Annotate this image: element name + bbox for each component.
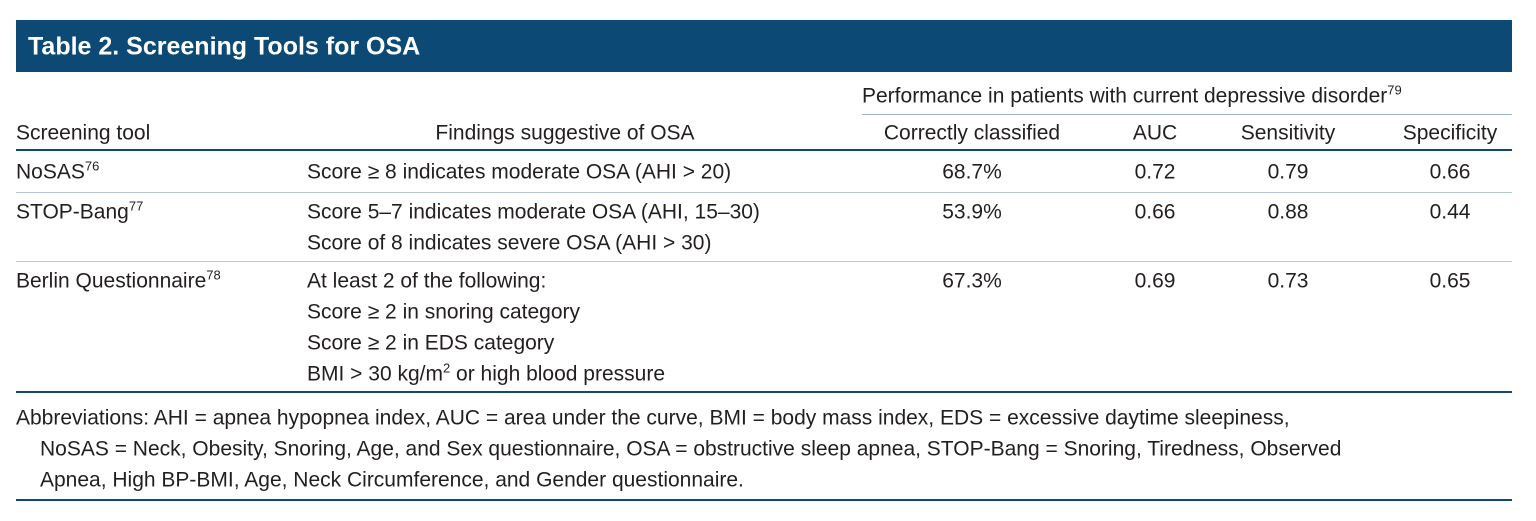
- footnote-rule: [16, 499, 1512, 501]
- tool-name: Berlin Questionnaire78: [16, 267, 221, 293]
- finding: Score 5–7 indicates moderate OSA (AHI, 1…: [307, 200, 760, 224]
- tool-name: STOP-Bang77: [16, 198, 144, 224]
- tool-name-sup: 77: [128, 198, 144, 214]
- header-rule: [16, 149, 1512, 151]
- metric-value: 0.66: [1134, 200, 1176, 224]
- group-header: Performance in patients with current dep…: [862, 82, 1402, 108]
- group-header-text: Performance in patients with current dep…: [862, 84, 1388, 108]
- metric-value: 0.88: [1267, 200, 1309, 224]
- metric-value: 0.65: [1429, 269, 1471, 293]
- finding: Score ≥ 8 indicates moderate OSA (AHI > …: [307, 160, 732, 184]
- finding: Score of 8 indicates severe OSA (AHI > 3…: [307, 231, 712, 255]
- finding: Score ≥ 2 in snoring category: [307, 300, 580, 324]
- group-header-sup: 79: [1387, 82, 1402, 98]
- column-header: Specificity: [1402, 121, 1498, 145]
- metric-value: 0.69: [1134, 269, 1176, 293]
- metric-value: 0.44: [1429, 200, 1471, 224]
- column-header: Findings suggestive of OSA: [435, 121, 695, 145]
- finding-sup: 2: [442, 360, 451, 376]
- metric-value: 68.7%: [942, 160, 1002, 184]
- group-rule: [862, 114, 1512, 115]
- tool-name-text: STOP-Bang: [16, 200, 129, 224]
- footnote-line: Abbreviations: AHI = apnea hypopnea inde…: [16, 406, 1290, 430]
- table-bottom-rule: [16, 391, 1512, 393]
- footnote-line: NoSAS = Neck, Obesity, Snoring, Age, and…: [40, 437, 1342, 461]
- title-bar: [16, 20, 1512, 72]
- metric-value: 53.9%: [942, 200, 1002, 224]
- column-header: Screening tool: [16, 121, 151, 145]
- finding: Score ≥ 2 in EDS category: [307, 331, 555, 355]
- metric-value: 67.3%: [942, 269, 1002, 293]
- row-rule: [16, 261, 1512, 262]
- metric-value: 0.79: [1267, 160, 1309, 184]
- finding-text: BMI > 30 kg/m: [307, 362, 443, 386]
- column-header: Correctly classified: [883, 121, 1061, 145]
- tool-name-sup: 76: [84, 158, 100, 174]
- row-rule: [16, 192, 1512, 193]
- tool-name-text: NoSAS: [16, 160, 85, 184]
- table-title: Table 2. Screening Tools for OSA: [28, 32, 421, 61]
- finding: BMI > 30 kg/m2 or high blood pressure: [307, 360, 666, 386]
- finding: At least 2 of the following:: [307, 269, 547, 293]
- metric-value: 0.66: [1429, 160, 1471, 184]
- footnote-line: Apnea, High BP-BMI, Age, Neck Circumfere…: [40, 468, 744, 492]
- tool-name: NoSAS76: [16, 158, 100, 184]
- metric-value: 0.72: [1134, 160, 1176, 184]
- tool-name-sup: 78: [206, 267, 221, 283]
- column-header: Sensitivity: [1240, 121, 1336, 145]
- metric-value: 0.73: [1267, 269, 1309, 293]
- column-header: AUC: [1132, 121, 1178, 145]
- tool-name-text: Berlin Questionnaire: [16, 269, 207, 293]
- finding-text: or high blood pressure: [450, 362, 666, 386]
